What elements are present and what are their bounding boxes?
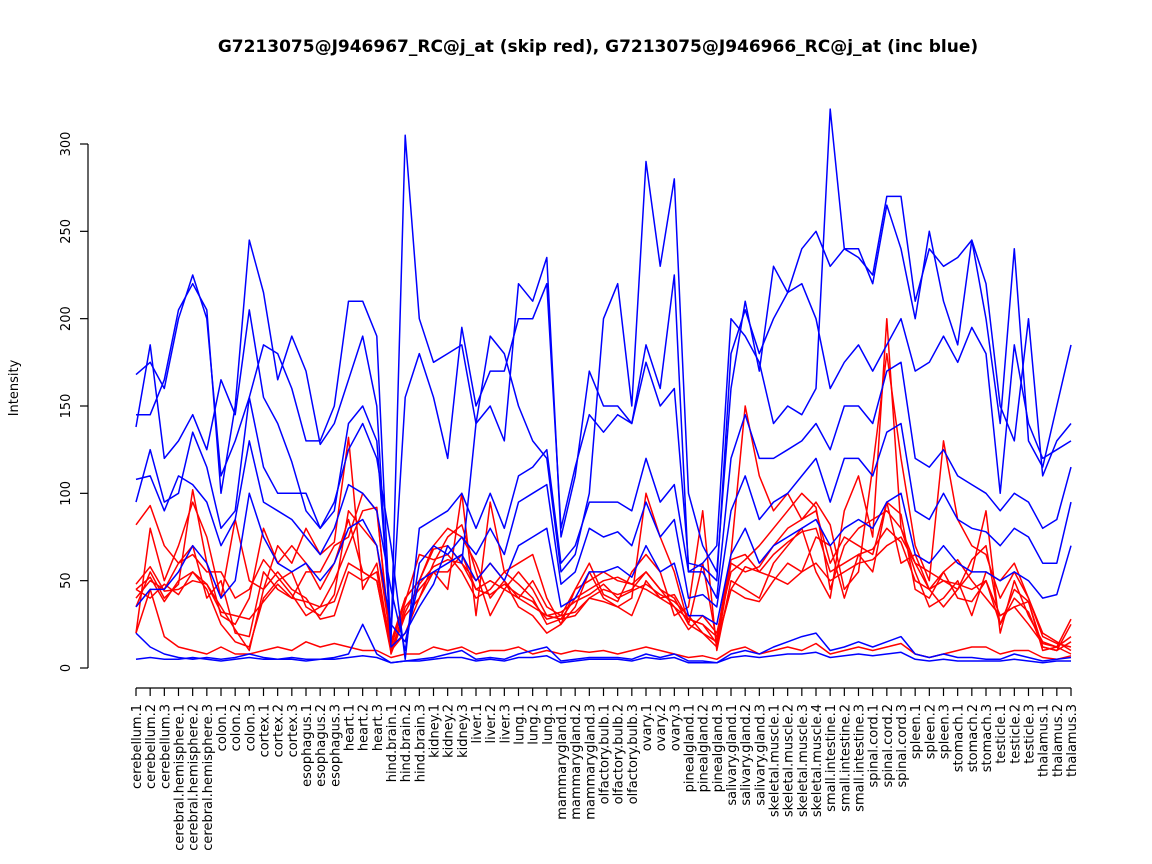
x-tick-label: ovary.1 <box>640 704 655 751</box>
x-tick-label: mammarygland.1 <box>555 704 570 820</box>
x-tick-label: testicle.1 <box>994 704 1009 764</box>
x-tick-label: testicle.2 <box>1008 704 1023 764</box>
x-tick-label: hind.brain.2 <box>399 704 414 782</box>
x-tick-label: thalamus.3 <box>1065 704 1080 777</box>
y-axis-label: Intensity <box>7 359 22 416</box>
series-line-14 <box>135 492 1072 643</box>
x-tick-label: olfactory.bulb.2 <box>612 704 627 804</box>
x-tick-label: colon.1 <box>215 704 230 751</box>
x-tick-label: pinealgland.2 <box>697 704 712 792</box>
x-tick-label: liver.2 <box>484 704 499 743</box>
x-tick-label: olfactory.bulb.1 <box>598 704 613 804</box>
x-axis-ticks: cerebellum.1 cerebellum.2 cerebellum.3 cere… <box>130 688 1080 851</box>
series-line-3 <box>135 317 1072 652</box>
y-axis-ticks: 0 50 100 150 200 250 300 <box>59 132 88 672</box>
x-tick-label: skeletal.muscle.3 <box>796 704 811 817</box>
x-tick-label: pinealgland.3 <box>711 704 726 792</box>
x-tick-label: spinal.cord.3 <box>895 704 910 787</box>
y-tick-label: 50 <box>59 572 74 589</box>
x-tick-label: ovary.3 <box>668 704 683 751</box>
x-tick-label: spleen.2 <box>923 704 938 759</box>
x-tick-label: liver.3 <box>498 704 513 743</box>
series-line-11 <box>135 282 1072 634</box>
x-tick-label: cortex.1 <box>258 704 273 757</box>
x-tick-label: heart.3 <box>371 704 386 751</box>
series-line-12 <box>135 361 1072 661</box>
x-tick-label: liver.1 <box>470 704 485 743</box>
series-line-1 <box>135 501 1072 655</box>
chart-title: G7213075@J946967_RC@j_at (skip red), G72… <box>218 37 978 57</box>
x-tick-label: pinealgland.1 <box>683 704 698 792</box>
series-line-2 <box>135 504 1072 655</box>
x-tick-label: salivary.gland.2 <box>739 704 754 806</box>
x-tick-label: esophagus.3 <box>328 704 343 787</box>
x-tick-label: small.intestine.1 <box>824 704 839 812</box>
x-tick-label: spinal.cord.2 <box>881 704 896 787</box>
x-tick-label: mammarygland.3 <box>583 704 598 820</box>
series-lines <box>135 108 1072 664</box>
series-line-10 <box>136 160 1072 648</box>
x-tick-label: lung.3 <box>541 704 556 745</box>
x-tick-label: heart.2 <box>357 704 372 751</box>
x-tick-label: small.intestine.2 <box>838 704 853 812</box>
x-tick-label: thalamus.1 <box>1037 704 1052 777</box>
y-tick-label: 0 <box>59 664 74 672</box>
x-tick-label: testicle.3 <box>1023 704 1038 764</box>
x-tick-label: skeletal.muscle.4 <box>810 704 825 817</box>
y-tick-label: 200 <box>59 306 74 331</box>
x-tick-label: stomach.2 <box>966 704 981 772</box>
x-tick-label: cerebellum.1 <box>130 704 145 789</box>
series-line-13 <box>135 422 1072 652</box>
x-tick-label: hind.brain.1 <box>385 704 400 782</box>
x-tick-label: hind.brain.3 <box>413 704 428 782</box>
x-tick-label: stomach.3 <box>980 704 995 772</box>
x-tick-label: kidney.3 <box>456 704 471 758</box>
x-tick-label: heart.1 <box>343 704 358 751</box>
x-tick-label: esophagus.1 <box>300 704 315 787</box>
series-line-16 <box>135 651 1071 664</box>
series-line-5 <box>135 588 1072 661</box>
x-tick-label: cortex.3 <box>286 704 301 757</box>
x-tick-label: cerebellum.3 <box>158 704 173 789</box>
series-line-8 <box>135 527 1072 652</box>
x-tick-label: olfactory.bulb.3 <box>626 704 641 804</box>
x-tick-label: thalamus.2 <box>1051 704 1066 777</box>
x-tick-label: lung.2 <box>527 704 542 745</box>
x-tick-label: mammarygland.2 <box>569 704 584 820</box>
x-tick-label: esophagus.2 <box>314 704 329 787</box>
x-tick-label: kidney.2 <box>442 704 457 758</box>
x-tick-label: stomach.1 <box>952 704 967 772</box>
series-line-6 <box>135 352 1072 654</box>
x-tick-label: cortex.2 <box>272 704 287 757</box>
x-tick-label: salivary.gland.1 <box>725 704 740 806</box>
x-tick-label: skeletal.muscle.2 <box>782 704 797 817</box>
x-tick-label: cerebral.hemisphere.1 <box>173 704 188 851</box>
x-tick-label: colon.3 <box>243 704 258 751</box>
y-tick-label: 250 <box>59 219 74 244</box>
y-tick-label: 150 <box>59 394 74 419</box>
y-tick-label: 300 <box>59 132 74 157</box>
y-tick-label: 100 <box>59 481 74 506</box>
x-tick-label: lung.1 <box>513 704 528 745</box>
x-tick-label: spleen.3 <box>938 704 953 759</box>
x-tick-label: cerebral.hemisphere.2 <box>187 704 202 851</box>
x-tick-label: ovary.2 <box>654 704 669 751</box>
x-tick-label: salivary.gland.3 <box>753 704 768 806</box>
x-tick-label: skeletal.muscle.1 <box>768 704 783 817</box>
x-tick-label: colon.2 <box>229 704 244 751</box>
x-tick-label: small.intestine.3 <box>853 704 868 812</box>
x-tick-label: cerebellum.2 <box>144 704 159 789</box>
series-line-15 <box>135 623 1072 664</box>
x-tick-label: spinal.cord.1 <box>867 704 882 787</box>
x-tick-label: spleen.1 <box>909 704 924 759</box>
x-tick-label: cerebral.hemisphere.3 <box>201 704 216 851</box>
x-tick-label: kidney.1 <box>428 704 443 758</box>
series-line-9 <box>135 108 1072 643</box>
